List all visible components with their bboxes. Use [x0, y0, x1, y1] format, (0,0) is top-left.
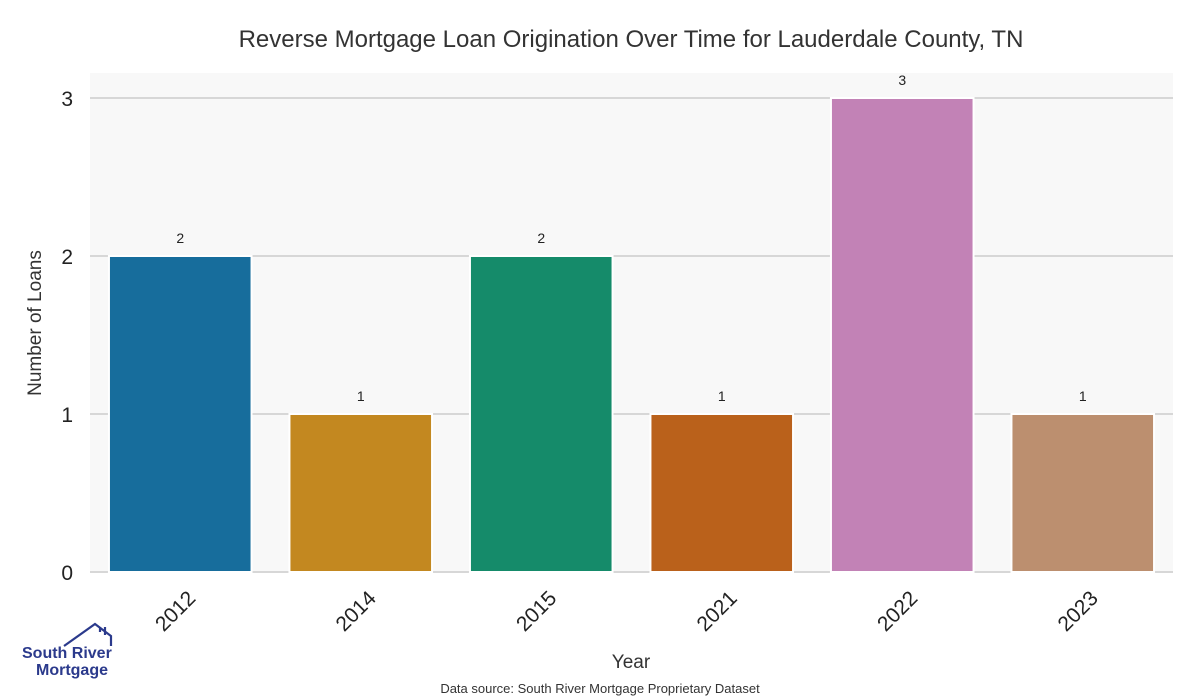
bar-value-labels: 2 1 2 1 3 1 — [176, 72, 1087, 404]
bar-value-label: 3 — [898, 72, 906, 88]
y-tick-label: 1 — [61, 404, 73, 427]
bar-value-label: 1 — [718, 388, 726, 404]
bar-2022 — [829, 97, 975, 573]
y-tick-label: 3 — [61, 88, 73, 111]
y-tick-label: 2 — [61, 246, 73, 269]
x-tick-label: 2022 — [873, 587, 922, 636]
y-axis-label: Number of Loans — [25, 250, 46, 396]
grid-lines — [90, 97, 1173, 573]
x-axis-label: Year — [612, 652, 651, 673]
x-tick-label: 2021 — [693, 587, 742, 636]
bars — [107, 97, 1156, 573]
bar-value-label: 2 — [537, 230, 545, 246]
y-tick-label: 0 — [61, 562, 73, 585]
y-axis-ticks: 0 1 2 3 — [61, 88, 73, 585]
bar-2015 — [468, 255, 614, 573]
bar-2014 — [288, 413, 434, 573]
bar-value-label: 1 — [357, 388, 365, 404]
logo-line-1: South River — [22, 645, 112, 662]
bar-2012 — [107, 255, 253, 573]
x-tick-label: 2015 — [512, 587, 561, 636]
x-tick-label: 2012 — [151, 587, 200, 636]
data-source-note: Data source: South River Mortgage Propri… — [440, 681, 760, 696]
x-tick-label: 2014 — [332, 587, 382, 637]
x-axis-ticks: 2012 2014 2015 2021 2022 2023 — [151, 587, 1103, 637]
x-tick-label: 2023 — [1054, 587, 1103, 636]
bar-2021 — [649, 413, 795, 573]
bar-value-label: 1 — [1079, 388, 1087, 404]
plot-background — [90, 73, 1173, 573]
bar-2023 — [1010, 413, 1156, 573]
chart-title: Reverse Mortgage Loan Origination Over T… — [239, 26, 1024, 53]
south-river-mortgage-logo: South River Mortgage — [22, 622, 113, 679]
bar-value-label: 2 — [176, 230, 184, 246]
logo-line-2: Mortgage — [36, 662, 108, 679]
house-roof-icon — [63, 622, 113, 647]
